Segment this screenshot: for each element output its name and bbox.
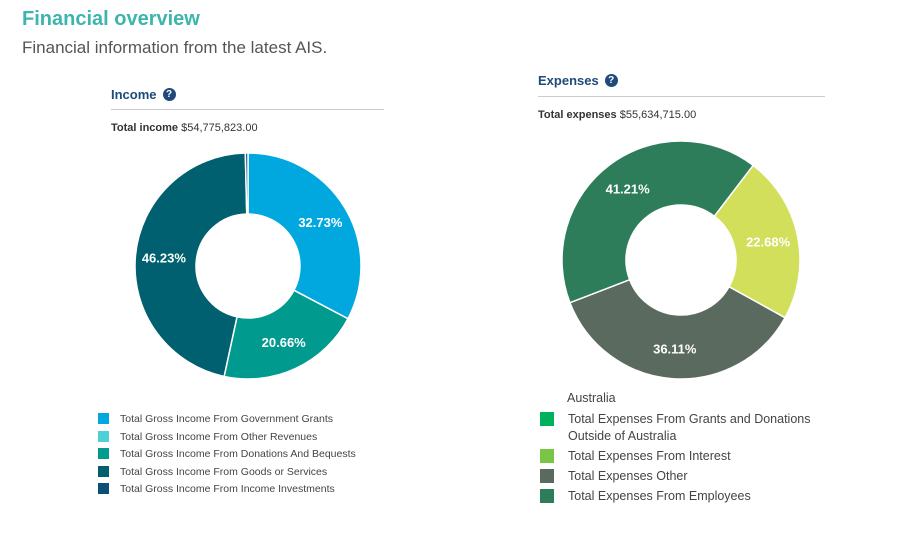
page-title: Financial overview bbox=[22, 8, 200, 30]
expenses-divider bbox=[538, 96, 825, 97]
expenses-legend-swatch bbox=[540, 489, 554, 503]
income-legend-label: Total Gross Income From Donations And Be… bbox=[120, 448, 356, 460]
income-legend-swatch bbox=[98, 430, 109, 442]
question-circle-icon[interactable]: ? bbox=[162, 88, 176, 101]
income-legend-swatch bbox=[98, 448, 109, 459]
income-legend-item[interactable]: Total Gross Income From Goods or Service… bbox=[98, 465, 356, 484]
income-slice[interactable] bbox=[134, 152, 248, 378]
question-circle-icon[interactable]: ? bbox=[604, 74, 618, 87]
income-legend-item[interactable]: Total Gross Income From Other Revenues bbox=[98, 430, 356, 449]
expenses-legend-swatch bbox=[540, 449, 554, 463]
expenses-total-label: Total expenses bbox=[538, 109, 617, 121]
expenses-slice[interactable] bbox=[561, 140, 755, 304]
expenses-slice-label: 22.68% bbox=[746, 234, 791, 249]
income-legend-label: Total Gross Income From Government Grant… bbox=[120, 413, 333, 425]
income-title-text: Income bbox=[111, 87, 157, 102]
expenses-legend-label: Total Expenses Other bbox=[568, 469, 688, 483]
expenses-slice-label: 41.21% bbox=[606, 181, 651, 196]
expenses-total-value: $55,634,715.00 bbox=[619, 109, 697, 121]
expenses-title: Expenses ? bbox=[538, 73, 618, 88]
income-legend-label: Total Gross Income From Income Investmen… bbox=[120, 483, 335, 495]
expenses-total: Total expenses $55,634,715.00 bbox=[538, 109, 696, 121]
income-title: Income ? bbox=[111, 87, 176, 102]
page-subtitle: Financial information from the latest AI… bbox=[22, 38, 328, 57]
income-total-value: $54,775,823.00 bbox=[181, 122, 258, 134]
income-legend-swatch bbox=[98, 413, 109, 424]
income-legend-swatch bbox=[98, 483, 109, 494]
income-legend-swatch bbox=[98, 465, 109, 477]
expenses-legend-item[interactable]: Total Expenses Other bbox=[540, 468, 830, 485]
expenses-legend-label: Total Expenses From Interest bbox=[568, 449, 731, 463]
income-legend-label: Total Gross Income From Other Revenues bbox=[120, 430, 318, 443]
expenses-slice[interactable] bbox=[568, 278, 787, 380]
income-legend-item[interactable]: Total Gross Income From Donations And Be… bbox=[98, 448, 356, 466]
expenses-legend-label: Total Expenses From Grants and Donations… bbox=[568, 412, 811, 443]
income-divider bbox=[111, 109, 384, 110]
expenses-legend: Total Expenses From Grants and Donations… bbox=[540, 411, 830, 508]
expenses-legend-overflow-text: Australia bbox=[567, 391, 616, 405]
expenses-legend-swatch bbox=[540, 469, 554, 483]
income-legend-item[interactable]: Total Gross Income From Government Grant… bbox=[98, 413, 356, 431]
income-legend-item[interactable]: Total Gross Income From Income Investmen… bbox=[98, 483, 356, 501]
income-slice[interactable] bbox=[244, 152, 249, 215]
expenses-slice[interactable] bbox=[713, 164, 801, 319]
income-legend: Total Gross Income From Government Grant… bbox=[98, 413, 356, 501]
income-slice[interactable] bbox=[223, 289, 349, 380]
expenses-legend-label: Total Expenses From Employees bbox=[568, 489, 751, 503]
income-slice-label: 32.73% bbox=[298, 215, 343, 230]
income-total: Total income $54,775,823.00 bbox=[111, 122, 258, 134]
expenses-title-text: Expenses bbox=[538, 73, 599, 88]
expenses-legend-item[interactable]: Total Expenses From Interest bbox=[540, 448, 830, 465]
income-slice-label: 20.66% bbox=[262, 335, 307, 350]
expenses-legend-item[interactable]: Total Expenses From Grants and Donations… bbox=[540, 411, 830, 445]
income-legend-label: Total Gross Income From Goods or Service… bbox=[120, 465, 328, 478]
expenses-legend-item[interactable]: Total Expenses From Employees bbox=[540, 488, 830, 505]
income-total-label: Total income bbox=[111, 122, 179, 134]
expenses-slice-label: 36.11% bbox=[653, 341, 697, 356]
income-slice-label: 46.23% bbox=[142, 251, 187, 266]
income-slice[interactable] bbox=[247, 152, 362, 320]
expenses-legend-swatch bbox=[540, 412, 554, 426]
